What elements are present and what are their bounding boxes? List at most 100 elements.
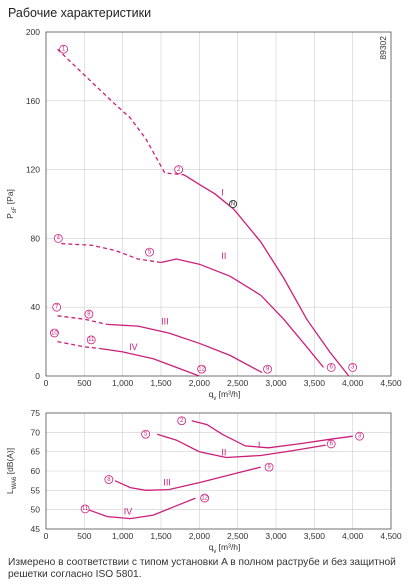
point-number: 2 xyxy=(177,167,181,173)
point-number: 11 xyxy=(82,506,89,512)
series-IV-dashed-line xyxy=(57,340,100,350)
point-number: 12 xyxy=(198,366,205,372)
x-tick-label: 4,500 xyxy=(380,378,402,388)
point-number: 6 xyxy=(330,365,334,371)
point-marker xyxy=(52,302,62,312)
x-tick-label: 4,000 xyxy=(342,531,364,541)
point-marker xyxy=(197,364,207,374)
chart-code: 89302 xyxy=(378,36,388,60)
point-number: 6 xyxy=(330,441,334,447)
series-label: IV xyxy=(129,342,138,352)
y-tick-label: 45 xyxy=(31,524,41,534)
point-number: 4 xyxy=(57,236,61,242)
point-number: 7 xyxy=(55,305,59,311)
series-III-dashed-line xyxy=(57,315,108,326)
nominal-point-label: N xyxy=(231,201,235,207)
x-axis-label: qv [m³/h] xyxy=(209,542,241,555)
point-marker xyxy=(263,364,272,374)
point-marker xyxy=(326,439,336,449)
point-marker xyxy=(355,431,364,441)
x-tick-label: 3,000 xyxy=(265,378,287,388)
point-marker xyxy=(141,429,151,439)
series-label: III xyxy=(163,477,171,487)
footnote: Измерено в соответствии с типом установк… xyxy=(8,557,396,580)
y-axis-label: PsF [Pa] xyxy=(5,189,18,219)
x-tick-label: 1,000 xyxy=(112,378,134,388)
series-IV-line xyxy=(87,497,196,520)
series-label: I xyxy=(221,187,224,197)
series-label: II xyxy=(221,448,226,458)
y-tick-label: 200 xyxy=(26,27,40,37)
point-number: 8 xyxy=(107,477,111,483)
point-marker xyxy=(177,416,187,426)
point-marker xyxy=(86,335,96,345)
y-tick-label: 60 xyxy=(31,466,41,476)
point-number: 2 xyxy=(180,418,184,424)
point-marker xyxy=(348,362,358,372)
point-marker xyxy=(50,328,59,338)
point-number: 5 xyxy=(148,249,152,255)
x-tick-label: 2,500 xyxy=(227,531,249,541)
point-number: 8 xyxy=(87,311,91,317)
point-number: 3 xyxy=(351,365,355,371)
point-number: 11 xyxy=(88,337,95,343)
nominal-point-marker xyxy=(229,199,238,209)
page-title: Рабочие характеристики xyxy=(8,6,152,20)
x-tick-label: 1,000 xyxy=(112,531,134,541)
series-III-line xyxy=(114,466,261,491)
point-marker xyxy=(200,493,210,503)
point-number: 9 xyxy=(267,464,271,470)
point-number: 9 xyxy=(266,366,270,372)
x-tick-label: 1,500 xyxy=(150,531,172,541)
pressure-chart: 0 500 1,000 1,500 2,000 2,500 3,000 3,500 4,000 4… xyxy=(5,27,402,402)
x-tick-label: 4,500 xyxy=(380,531,402,541)
series-label: IV xyxy=(124,506,133,516)
point-number: 12 xyxy=(201,495,208,501)
x-axis-label: qv [m³/h] xyxy=(209,389,241,402)
point-marker xyxy=(174,165,184,175)
x-tick-label: 0 xyxy=(44,378,49,388)
point-marker xyxy=(326,362,336,372)
y-tick-label: 80 xyxy=(31,233,41,243)
y-tick-label: 55 xyxy=(31,485,41,495)
x-tick-label: 3,500 xyxy=(304,531,326,541)
series-III-line xyxy=(107,323,263,374)
y-tick-label: 70 xyxy=(31,427,41,437)
point-marker xyxy=(59,44,69,54)
y-tick-label: 50 xyxy=(31,505,41,515)
series-label: II xyxy=(221,251,226,261)
series-I-line xyxy=(183,174,350,377)
point-marker xyxy=(264,462,274,472)
x-tick-label: 2,000 xyxy=(189,531,211,541)
y-tick-label: 0 xyxy=(35,371,40,381)
point-number: 3 xyxy=(358,434,362,440)
plot-frame xyxy=(45,412,392,530)
y-tick-label: 65 xyxy=(31,447,41,457)
series-IV-line xyxy=(99,347,200,377)
x-tick-label: 500 xyxy=(77,531,91,541)
x-tick-label: 1,500 xyxy=(150,378,172,388)
x-tick-label: 3,500 xyxy=(304,378,326,388)
point-number: 10 xyxy=(51,330,58,336)
x-tick-label: 500 xyxy=(77,378,91,388)
point-marker xyxy=(53,233,63,243)
sound-chart: 0 500 1,000 1,500 2,000 2,500 3,000 3,500 4,000 4… xyxy=(5,408,402,555)
series-II-line xyxy=(157,433,326,459)
point-marker xyxy=(145,247,154,257)
x-tick-label: 0 xyxy=(44,531,49,541)
x-tick-label: 2,500 xyxy=(227,378,249,388)
series-II-dashed-line xyxy=(61,242,162,264)
series-II-line xyxy=(160,258,325,368)
series-I-dashed-line xyxy=(57,48,185,176)
y-tick-label: 75 xyxy=(31,408,41,418)
point-number: 5 xyxy=(144,432,148,438)
x-tick-label: 4,000 xyxy=(342,378,364,388)
plot-frame xyxy=(45,31,392,377)
x-tick-label: 2,000 xyxy=(189,378,211,388)
y-tick-label: 120 xyxy=(26,165,40,175)
point-marker xyxy=(80,504,90,514)
series-label: I xyxy=(258,440,261,450)
y-tick-label: 40 xyxy=(31,302,41,312)
point-marker xyxy=(84,309,94,319)
